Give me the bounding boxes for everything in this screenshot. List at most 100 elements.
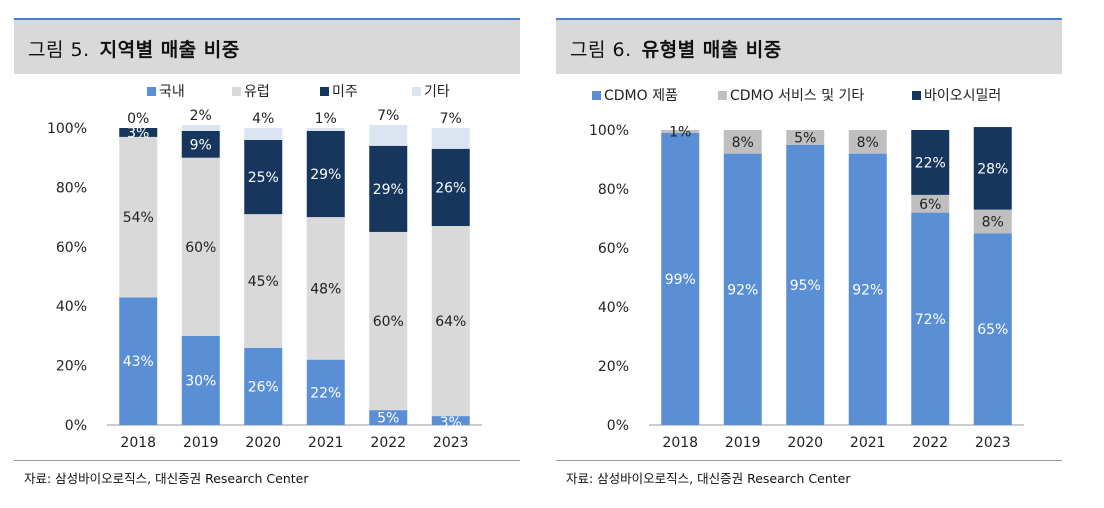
x-tick-label: 2023: [975, 435, 1011, 451]
legend-swatch: [412, 87, 421, 96]
bar-segment: [306, 217, 345, 360]
data-label: 60%: [185, 240, 216, 256]
bar-segment: [369, 125, 408, 146]
data-label: 3%: [127, 125, 149, 141]
bar-segment: [181, 157, 220, 336]
x-tick-label: 2022: [912, 435, 948, 451]
data-label: 29%: [310, 167, 341, 183]
data-label: 22%: [915, 155, 946, 171]
bar-segment: [369, 145, 408, 232]
bar-segment: [911, 194, 950, 213]
bar-segment: [723, 153, 762, 425]
data-label: 60%: [373, 314, 404, 330]
x-tick-label: 2020: [245, 435, 281, 451]
bar-segment: [181, 125, 220, 131]
figure-title: 그림 6. 유형별 매출 비중: [570, 35, 782, 62]
bar-segment: [786, 144, 825, 425]
y-tick-label: 20%: [598, 359, 629, 375]
bar-segment: [431, 148, 470, 227]
x-tick-label: 2022: [370, 435, 406, 451]
legend-label: 바이오시밀러: [924, 88, 1001, 104]
bar-segment: [244, 347, 283, 425]
legend-label: 기타: [424, 84, 450, 100]
data-label: 92%: [727, 282, 758, 298]
bar-segment: [431, 128, 470, 149]
data-label: 28%: [977, 161, 1008, 177]
data-label: 6%: [919, 197, 941, 213]
data-label: 1%: [315, 111, 337, 127]
bar-segment: [848, 153, 887, 425]
data-label: 8%: [732, 135, 754, 151]
bar-segment: [661, 132, 700, 425]
y-tick-label: 80%: [56, 180, 87, 196]
data-label: 25%: [248, 170, 279, 186]
bar-segment: [181, 335, 220, 425]
y-tick-label: 20%: [56, 359, 87, 375]
data-label: 22%: [310, 385, 341, 401]
legend-label: CDMO 서비스 및 기타: [730, 88, 864, 104]
legend-label: 미주: [332, 84, 358, 100]
legend-swatch: [592, 91, 601, 100]
y-tick-label: 100%: [47, 121, 87, 137]
data-label: 54%: [123, 210, 154, 226]
data-label: 45%: [248, 274, 279, 290]
y-tick-label: 60%: [598, 241, 629, 257]
bottom-rule: [14, 460, 520, 461]
chart-title: 지역별 매출 비중: [99, 39, 240, 61]
data-label: 64%: [435, 314, 466, 330]
data-label: 2%: [190, 108, 212, 124]
bar-segment: [119, 128, 158, 137]
y-tick-label: 80%: [598, 182, 629, 198]
bar-segment: [911, 130, 950, 195]
bar-segment: [119, 136, 158, 298]
x-tick-label: 2019: [725, 435, 761, 451]
bar-segment: [911, 212, 950, 425]
figure-label: 그림 6.: [570, 39, 632, 61]
y-tick-label: 60%: [56, 240, 87, 256]
y-tick-label: 0%: [65, 418, 87, 434]
bar-segment: [244, 139, 283, 215]
bar-segment: [786, 130, 825, 145]
data-label: 72%: [915, 312, 946, 328]
data-label: 5%: [794, 130, 816, 146]
title-bar: 그림 6. 유형별 매출 비중: [556, 20, 1062, 74]
data-label: 0%: [127, 111, 149, 127]
bar-segment: [306, 128, 345, 131]
source-note: 자료: 삼성바이오로직스, 대신증권 Research Center: [24, 471, 309, 486]
bar-segment: [244, 128, 283, 140]
data-label: 8%: [982, 214, 1004, 230]
legend-swatch: [912, 91, 921, 100]
data-label: 48%: [310, 281, 341, 297]
x-tick-label: 2019: [183, 435, 219, 451]
data-label: 95%: [790, 278, 821, 294]
data-label: 7%: [377, 108, 399, 124]
type-sales-chart: 0% 20% 40% 60% 80% 100% 99% 1% 2018 92% 8% 2019 95% 5…: [589, 88, 1024, 451]
top-rule: [14, 18, 520, 20]
x-tick-label: 2023: [433, 435, 469, 451]
x-tick-label: 2018: [120, 435, 156, 451]
x-tick-label: 2021: [308, 435, 344, 451]
legend-swatch: [147, 87, 156, 96]
data-label: 92%: [852, 282, 883, 298]
legend-swatch: [320, 87, 329, 96]
bar-segment: [723, 130, 762, 154]
source-note: 자료: 삼성바이오로직스, 대신증권 Research Center: [566, 471, 851, 486]
data-label: 8%: [857, 135, 879, 151]
legend-label: CDMO 제품: [604, 88, 678, 104]
bar-segment: [369, 410, 408, 425]
data-label: 1%: [669, 124, 691, 140]
data-label: 5%: [377, 411, 399, 427]
data-label: 99%: [665, 272, 696, 288]
bar-segment: [306, 130, 345, 218]
data-label: 3%: [440, 415, 462, 431]
legend-swatch: [232, 87, 241, 96]
region-sales-chart: 0%20%40%60%80%100%43%54%3%0%201830%60%9%…: [47, 84, 482, 451]
data-label: 26%: [248, 379, 279, 395]
data-label: 43%: [123, 354, 154, 370]
legend-label: 유럽: [244, 84, 270, 100]
bar-segment: [119, 297, 158, 425]
bar-segment: [369, 231, 408, 411]
top-rule: [556, 18, 1062, 20]
y-tick-label: 0%: [607, 418, 629, 434]
x-tick-label: 2021: [850, 435, 886, 451]
